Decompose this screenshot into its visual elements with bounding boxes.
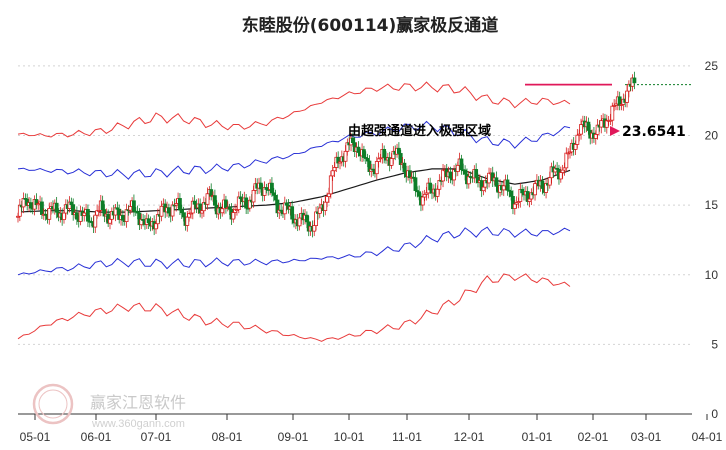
candle [25,193,30,211]
arrow-head-icon [610,126,620,136]
channel-line-lower_outer [17,273,571,342]
x-tick-label: 05-01 [20,430,51,444]
x-tick-label: 09-01 [278,430,309,444]
x-tick-label: 11-01 [392,430,422,444]
candle [604,114,609,134]
x-tick-label: 04-01 [692,430,723,444]
candle [441,164,445,188]
candle [74,206,79,225]
x-tick-label: 10-01 [334,430,365,444]
candle [201,196,206,217]
candle [17,198,22,222]
candle [117,204,122,224]
x-tick-label: 06-01 [81,430,112,444]
x-tick-label: 12-01 [454,430,485,444]
candle [198,198,203,218]
candle [599,114,604,134]
candle [113,203,118,222]
candle [224,195,228,214]
candle [459,154,464,175]
annotation-text: 由超强通道进入极强区域 [348,123,491,139]
candle [408,165,412,184]
y-tick-label: 5 [711,337,718,351]
candle [40,197,44,219]
chart-title: 东睦股份(600114)赢家极反通道 [242,15,499,36]
candle [132,194,136,217]
x-tick-label: 03-01 [631,430,662,444]
candle [544,177,548,199]
candle [32,195,37,216]
candle [529,188,534,206]
y-tick-label: 10 [705,268,719,282]
channel-line-lower_inner [17,226,571,276]
candle [209,183,214,201]
candle [413,171,418,197]
y-axis: 0 5 10 15 20 25 [705,59,719,421]
candle [490,166,495,187]
annotation: 由超强通道进入极强区域 23.6541 [348,83,686,140]
x-tick-label: 08-01 [212,430,243,444]
candle [518,183,523,208]
candle [21,192,26,214]
candle [170,201,175,221]
y-tick-label: 15 [705,198,719,212]
candle [632,71,637,90]
candle [124,203,129,228]
x-tick-label: 07-01 [141,430,172,444]
candle [466,171,471,189]
y-tick-label: 20 [705,129,719,143]
candle [244,194,249,215]
candle [279,204,284,217]
x-tick-label: 02-01 [578,430,609,444]
candlesticks [16,71,637,238]
candle [28,197,33,213]
x-axis: 05-01 06-01 07-01 08-01 09-01 10-01 11-01 12-01… [18,413,723,444]
candle [190,197,195,220]
watermark-url: www.360gann.com [91,418,185,430]
candle [382,145,387,164]
candle [505,174,510,196]
candle [487,167,491,188]
candle [282,196,287,220]
candle [420,190,425,211]
candle [362,145,366,162]
candle [564,147,569,172]
x-tick-label: 01-01 [522,430,553,444]
watermark-text: 赢家江恩软件 [90,393,186,412]
candle [86,204,90,228]
y-tick-label: 25 [705,59,719,73]
candle [236,191,241,214]
candle [525,186,530,206]
watermark: 赢家江恩软件 www.360gann.com [32,383,186,430]
candle [617,91,622,111]
channel-line-upper_inner [17,120,571,180]
candle [262,181,267,202]
candle [553,164,558,176]
candle [146,214,151,230]
channel-line-upper_outer [17,81,571,138]
watermark-seal-icon [32,383,74,425]
annotation-value: 23.6541 [622,124,686,140]
candle [479,176,484,197]
y-tick-label: 0 [711,407,718,421]
candle [47,202,52,225]
